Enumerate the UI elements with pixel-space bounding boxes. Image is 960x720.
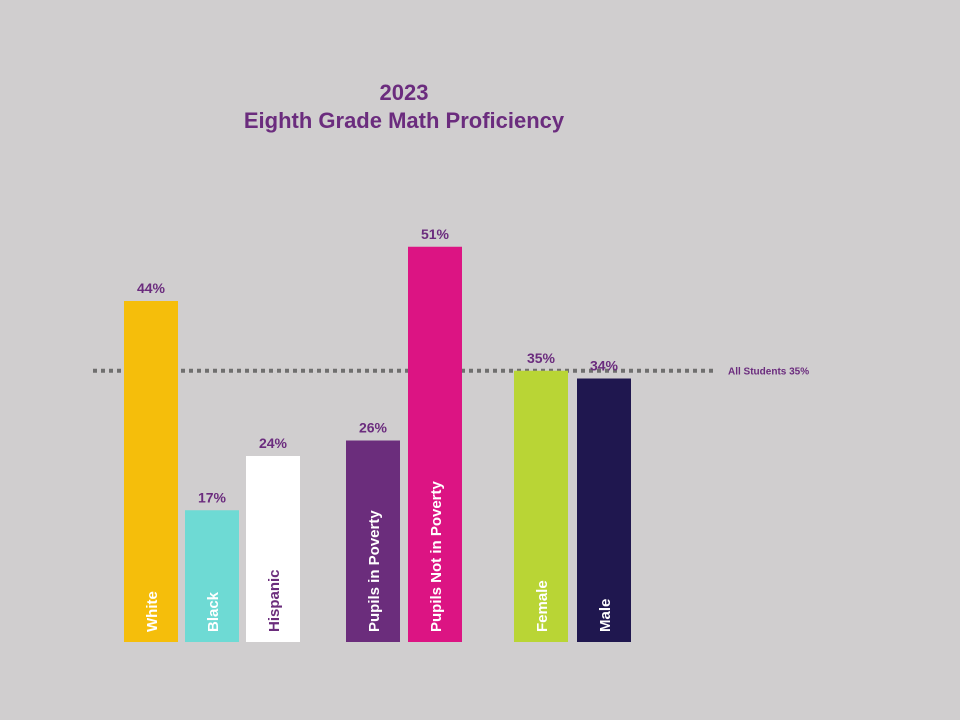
data-label-white: 44% — [137, 280, 166, 296]
bar-hispanic — [246, 456, 300, 642]
category-label-pupils-in-poverty: Pupils in Poverty — [366, 510, 383, 632]
data-label-hispanic: 24% — [259, 435, 288, 451]
data-label-female: 35% — [527, 350, 556, 366]
category-label-white: White — [144, 591, 161, 632]
bar-male — [577, 378, 631, 642]
chart-title: 2023 — [379, 80, 429, 105]
category-label-hispanic: Hispanic — [266, 569, 283, 632]
bar-pupils-not-in-poverty — [408, 246, 462, 642]
bar-pupils-in-poverty — [346, 440, 400, 642]
reference-line-label: All Students 35% — [728, 366, 809, 377]
data-label-black: 17% — [198, 489, 227, 505]
data-label-male: 34% — [590, 358, 619, 374]
category-label-black: Black — [205, 591, 222, 632]
bar-black — [185, 510, 239, 642]
bar-female — [514, 370, 568, 642]
data-label-pupils-in-poverty: 26% — [359, 420, 388, 436]
chart-subtitle: Eighth Grade Math Proficiency — [243, 108, 565, 133]
category-label-female: Female — [534, 580, 551, 632]
data-label-pupils-not-in-poverty: 51% — [421, 226, 450, 242]
category-label-pupils-not-in-poverty: Pupils Not in Poverty — [428, 480, 445, 632]
category-label-male: Male — [597, 599, 614, 632]
bar-white — [124, 301, 178, 642]
